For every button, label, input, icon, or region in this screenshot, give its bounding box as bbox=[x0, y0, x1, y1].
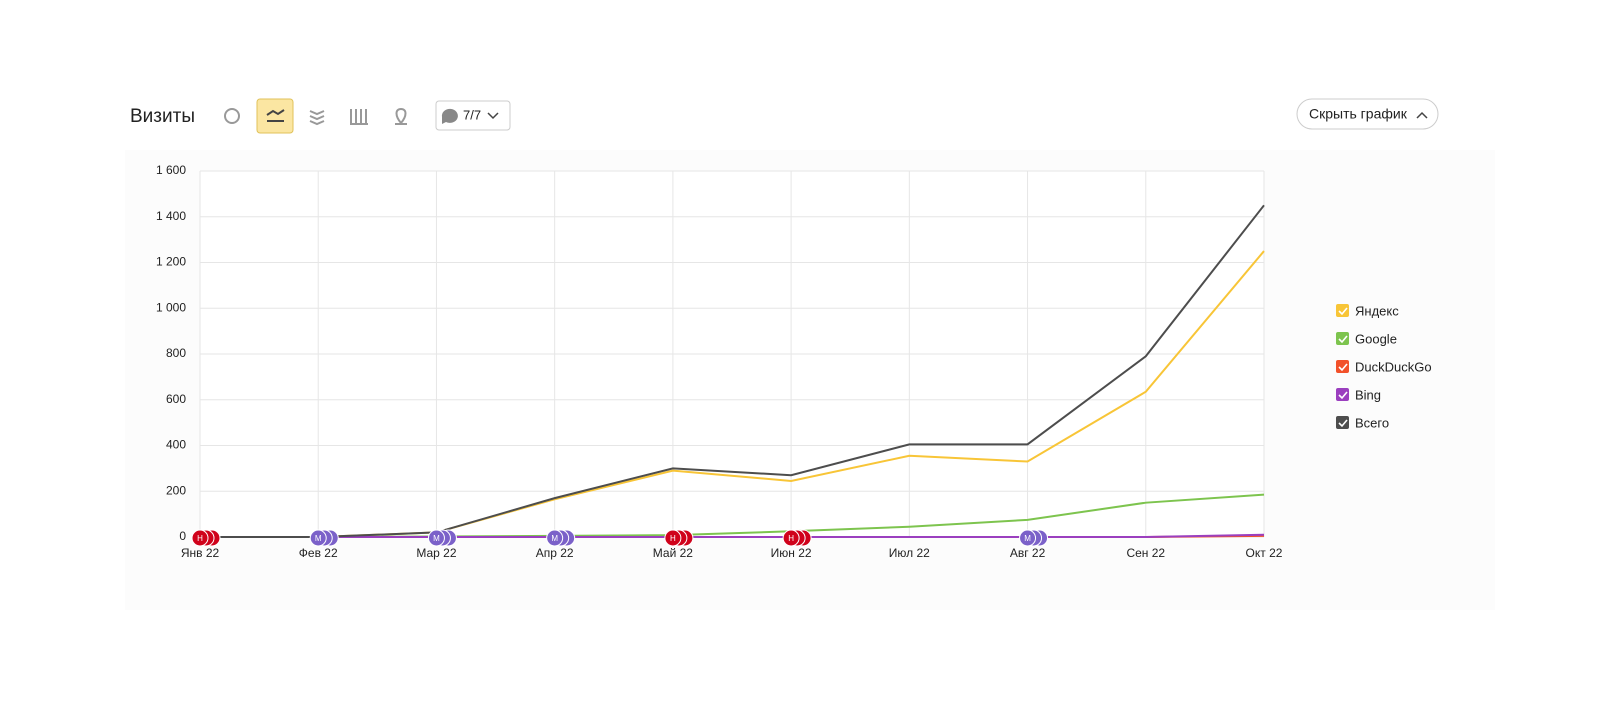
y-tick-label: 800 bbox=[166, 346, 186, 360]
marker-label: Н bbox=[670, 534, 676, 543]
map-icon[interactable] bbox=[395, 107, 407, 125]
annotation-marker[interactable]: М bbox=[309, 529, 339, 547]
x-tick-label: Фев 22 bbox=[299, 546, 338, 560]
y-tick-label: 200 bbox=[166, 483, 186, 497]
filter-label: 7/7 bbox=[463, 107, 481, 122]
x-tick-label: Май 22 bbox=[653, 546, 694, 560]
line-icon-selected[interactable] bbox=[256, 98, 294, 134]
y-tick-label: 0 bbox=[179, 529, 186, 543]
marker-circle bbox=[1019, 529, 1037, 547]
legend-check bbox=[1338, 363, 1348, 372]
marker-circle bbox=[427, 529, 445, 547]
x-tick-label: Окт 22 bbox=[1246, 546, 1283, 560]
bar-icon[interactable] bbox=[350, 109, 368, 125]
marker-label: Н bbox=[788, 534, 794, 543]
x-tick-label: Апр 22 bbox=[536, 546, 574, 560]
y-tick-label: 1 000 bbox=[156, 300, 186, 314]
legend-label: Яндекс bbox=[1355, 303, 1399, 318]
legend-label: DuckDuckGo bbox=[1355, 359, 1432, 374]
line-icon bbox=[266, 109, 285, 122]
filter-dropdown[interactable] bbox=[435, 100, 511, 131]
marker-circle bbox=[782, 529, 800, 547]
legend-label: Всего bbox=[1355, 415, 1389, 430]
annotation-marker[interactable]: М bbox=[427, 529, 457, 547]
annotation-marker[interactable]: М bbox=[1019, 529, 1049, 547]
marker-label: М bbox=[315, 534, 322, 543]
y-tick-label: 1 400 bbox=[156, 209, 186, 223]
legend-check bbox=[1338, 419, 1348, 428]
annotation-marker[interactable]: Н bbox=[191, 529, 221, 547]
comment-icon bbox=[441, 108, 458, 124]
y-tick-label: 1 600 bbox=[156, 163, 186, 177]
y-tick-label: 600 bbox=[166, 392, 186, 406]
marker-circle bbox=[546, 529, 564, 547]
pie-icon[interactable] bbox=[224, 108, 240, 124]
legend-check bbox=[1338, 391, 1348, 400]
legend-checkbox[interactable] bbox=[1336, 388, 1349, 401]
legend-label: Bing bbox=[1355, 387, 1381, 402]
annotation-marker[interactable]: М bbox=[546, 529, 576, 547]
marker-label: Н bbox=[197, 534, 203, 543]
y-tick-label: 400 bbox=[166, 438, 186, 452]
annotation-marker[interactable]: Н bbox=[782, 529, 812, 547]
legend-checkbox[interactable] bbox=[1336, 416, 1349, 429]
area-icon[interactable] bbox=[309, 110, 325, 126]
hide-chart-button[interactable] bbox=[1296, 98, 1439, 130]
y-tick-label: 1 200 bbox=[156, 255, 186, 269]
annotation-marker[interactable]: Н bbox=[664, 529, 694, 547]
x-tick-label: Янв 22 bbox=[181, 546, 220, 560]
legend-label: Google bbox=[1355, 331, 1397, 346]
chevron-up bbox=[1416, 111, 1428, 119]
series-line bbox=[200, 533, 1265, 538]
marker-label: М bbox=[1024, 534, 1031, 543]
marker-label: М bbox=[551, 534, 558, 543]
legend-check bbox=[1338, 335, 1348, 344]
legend-checkbox[interactable] bbox=[1336, 332, 1349, 345]
x-tick-label: Авг 22 bbox=[1010, 546, 1046, 560]
x-tick-label: Сен 22 bbox=[1126, 546, 1165, 560]
marker-circle bbox=[191, 529, 209, 547]
x-tick-label: Июл 22 bbox=[889, 546, 930, 560]
legend-check bbox=[1338, 307, 1348, 316]
marker-circle bbox=[664, 529, 682, 547]
marker-circle bbox=[309, 529, 327, 547]
marker-label: М bbox=[433, 534, 440, 543]
title: Визиты bbox=[130, 106, 195, 127]
legend-checkbox[interactable] bbox=[1336, 304, 1349, 317]
series-line bbox=[200, 204, 1265, 538]
legend-checkbox[interactable] bbox=[1336, 360, 1349, 373]
chevron bbox=[487, 112, 499, 120]
x-tick-label: Мар 22 bbox=[416, 546, 456, 560]
hide-chart-label: Скрыть график bbox=[1309, 106, 1408, 122]
x-tick-label: Июн 22 bbox=[771, 546, 812, 560]
chart-type-buttons[interactable] bbox=[224, 98, 407, 134]
